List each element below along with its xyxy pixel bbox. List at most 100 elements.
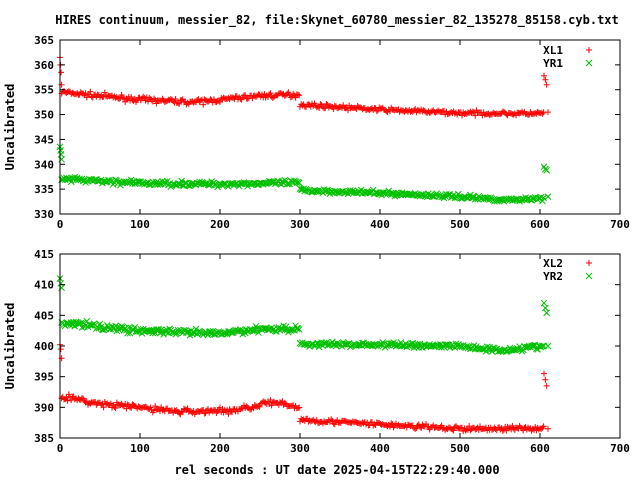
- xl1-point: [87, 88, 94, 95]
- top-panel-ticks: 0 100 200 300 400 500 600 700 330 335 340 345 350 355…: [34, 34, 630, 231]
- yr2-point: [488, 348, 496, 355]
- xl2-point: [111, 403, 118, 410]
- y-tick-label: 340: [34, 158, 54, 171]
- xl1-point: [469, 108, 476, 115]
- x-axis-label: rel seconds : UT date 2025-04-15T22:29:4…: [174, 463, 499, 477]
- yr1-point: [250, 179, 257, 187]
- legend-marker-yr2: [585, 272, 593, 280]
- legend-marker-xl2: [586, 260, 592, 266]
- xl1-point: [295, 91, 301, 98]
- xl2-point: [63, 394, 70, 401]
- yr2-legend-symbol: [585, 272, 593, 280]
- xl2-point: [329, 417, 336, 424]
- yr2-point: [157, 326, 165, 333]
- xl1-point: [472, 112, 479, 119]
- yr2-point: [540, 299, 548, 307]
- x-tick-label: 0: [57, 218, 64, 231]
- yr2-point: [250, 326, 257, 334]
- xl1-point: [176, 100, 183, 107]
- xl1-point: [323, 100, 330, 107]
- y-tick-label: 390: [34, 401, 54, 414]
- xl2-point: [545, 425, 551, 432]
- yr2-point: [479, 345, 486, 353]
- legend-marker-xl1: [586, 47, 592, 53]
- yr2-point: [78, 324, 86, 331]
- xl1-point: [119, 94, 126, 101]
- x-tick-label: 600: [530, 218, 550, 231]
- yr1-legend-symbol: [585, 59, 593, 67]
- bottom-panel: 0 100 200 300 400 500 600 700 385 390 395 400 405 410…: [3, 248, 630, 455]
- xl1-point: [285, 89, 292, 96]
- xl2-point: [281, 400, 288, 407]
- yr2-point: [544, 342, 552, 350]
- xl2-point: [412, 425, 419, 432]
- y-tick-label: 330: [34, 208, 54, 221]
- top-panel-ylabel: Uncalibrated: [3, 84, 17, 171]
- xl2-point: [466, 423, 473, 430]
- bottom-panel-ticks: 0 100 200 300 400 500 600 700 385 390 395 400 405 410…: [34, 248, 630, 455]
- yr2-point: [335, 340, 342, 348]
- xl2-legend-symbol: [586, 260, 592, 266]
- xl1-legend-symbol: [586, 47, 592, 53]
- xl2-point: [152, 403, 159, 410]
- xl1-point: [545, 109, 551, 116]
- y-tick-label: 360: [34, 59, 54, 72]
- yr1-point: [214, 183, 221, 191]
- x-tick-label: 300: [290, 218, 310, 231]
- yr1-point: [295, 179, 303, 187]
- yr2-point: [71, 322, 79, 330]
- yr2-point: [255, 329, 262, 336]
- yr1-point: [497, 196, 504, 204]
- xl1-point: [340, 102, 347, 109]
- yr2-point: [355, 341, 363, 349]
- xl2-point: [542, 376, 549, 383]
- y-tick-label: 405: [34, 309, 54, 322]
- y-tick-label: 410: [34, 279, 54, 292]
- bottom-panel-data: [56, 275, 552, 435]
- xl2-point: [509, 422, 516, 429]
- legend-label-xl1: XL1: [543, 44, 563, 57]
- x-tick-label: 100: [130, 442, 150, 455]
- yr1-point: [256, 179, 263, 187]
- y-tick-label: 385: [34, 432, 54, 445]
- yr2-point: [295, 325, 303, 333]
- xl2-point: [296, 404, 303, 411]
- y-tick-label: 365: [34, 34, 54, 47]
- yr2-point: [529, 342, 537, 350]
- yr2-point: [404, 342, 412, 349]
- x-tick-label: 100: [130, 218, 150, 231]
- xl1-point: [541, 72, 547, 79]
- yr2-point: [137, 325, 145, 333]
- xl2-point: [100, 404, 107, 411]
- xl1-point: [151, 95, 157, 102]
- xl2-point: [256, 403, 263, 410]
- xl1-point: [373, 108, 380, 115]
- yr1-point: [537, 193, 545, 201]
- y-tick-label: 345: [34, 133, 54, 146]
- xl2-point: [123, 405, 130, 412]
- yr1-point: [543, 166, 551, 174]
- xl2-point: [64, 397, 71, 404]
- x-tick-label: 400: [370, 442, 390, 455]
- xl1-point: [322, 105, 329, 112]
- yr1-point: [372, 189, 379, 196]
- xl2-point: [540, 423, 547, 430]
- yr1-point: [94, 177, 101, 185]
- y-tick-label: 335: [34, 183, 54, 196]
- xl2-point: [68, 397, 75, 404]
- yr2-point: [541, 304, 549, 312]
- top-panel-frame: [59, 39, 621, 215]
- yr2-point: [539, 342, 546, 350]
- xl1-point: [296, 92, 303, 99]
- bottom-panel-legend: XL2 YR2: [543, 257, 593, 283]
- xl1-point: [542, 76, 549, 83]
- yr2-point: [87, 321, 94, 329]
- yr2-point: [233, 327, 241, 335]
- xl2-point: [200, 407, 207, 414]
- legend-label-yr2: YR2: [543, 270, 563, 283]
- xl1-point: [543, 81, 550, 88]
- yr2-point: [124, 329, 131, 337]
- yr2-point: [220, 329, 227, 337]
- top-panel: 0 100 200 300 400 500 600 700 330 335 340 345 350 355…: [3, 34, 630, 231]
